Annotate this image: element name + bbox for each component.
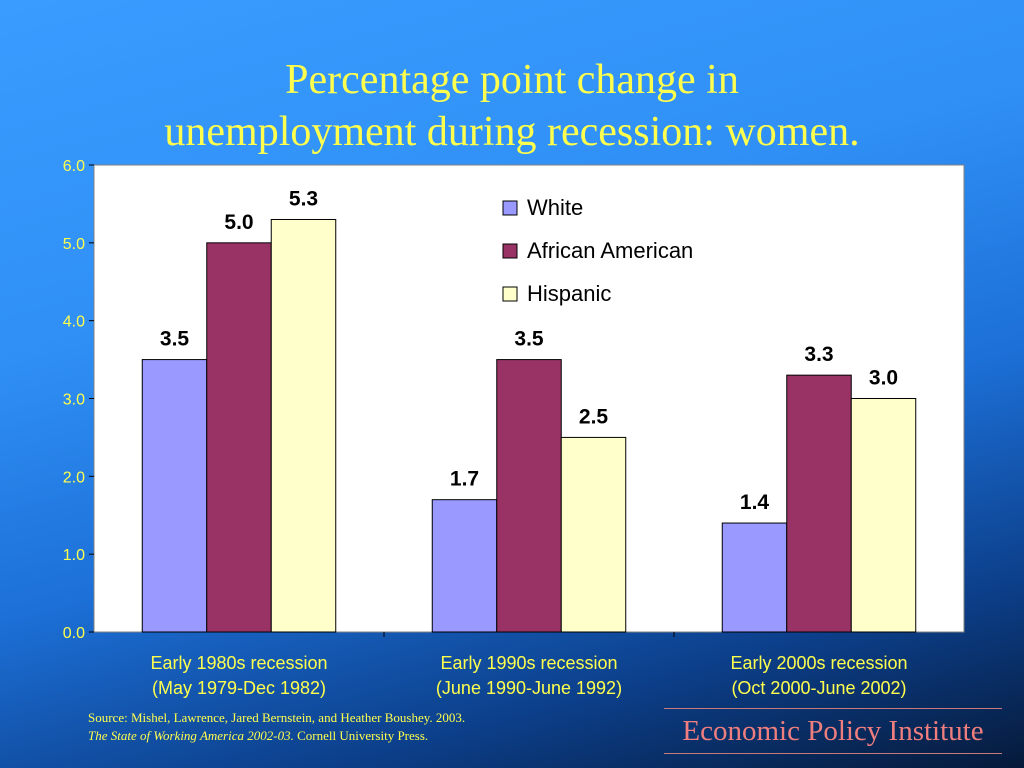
data-label: 5.0 <box>224 211 253 234</box>
slide-title-line-2: unemployment during recession: women. <box>164 109 860 155</box>
epi-logo: Economic Policy Institute <box>664 708 1002 754</box>
legend-swatch <box>502 200 518 216</box>
bar <box>141 359 208 633</box>
data-label: 5.3 <box>289 187 318 210</box>
data-label: 1.7 <box>450 468 479 491</box>
y-tick-label: 6.0 <box>63 158 85 175</box>
x-tick-label: Early 1980s recession <box>150 653 327 673</box>
y-tick-label: 4.0 <box>63 314 85 331</box>
legend-label: African American <box>527 238 693 263</box>
legend-label: White <box>527 195 583 220</box>
y-tick-label: 3.0 <box>63 392 85 409</box>
x-tick-label: (Oct 2000-June 2002) <box>731 678 906 698</box>
source-publisher: Cornell University Press. <box>293 728 429 743</box>
bar <box>721 522 788 633</box>
legend-swatch <box>502 286 518 302</box>
bar <box>560 436 627 633</box>
data-label: 3.3 <box>804 343 833 366</box>
x-tick-label: (June 1990-June 1992) <box>436 678 622 698</box>
y-tick-label: 0.0 <box>63 625 85 642</box>
data-label: 3.0 <box>869 367 898 390</box>
data-label: 2.5 <box>579 405 609 428</box>
x-tick-label: Early 1990s recession <box>440 653 617 673</box>
x-tick-label: (May 1979-Dec 1982) <box>152 678 326 698</box>
bar <box>431 499 498 633</box>
x-tick-label: Early 2000s recession <box>730 653 907 673</box>
data-label: 3.5 <box>514 328 544 351</box>
source-citation: Source: Mishel, Lawrence, Jared Bernstei… <box>88 709 465 745</box>
y-tick-label: 1.0 <box>63 547 85 564</box>
slide-title-line-1: Percentage point change in <box>285 57 739 103</box>
slide-title: Percentage point change in unemployment … <box>0 54 1024 158</box>
y-tick-label: 5.0 <box>63 236 85 253</box>
bar <box>270 218 337 633</box>
legend-swatch <box>502 243 518 259</box>
bar <box>786 374 852 633</box>
legend-label: Hispanic <box>527 281 611 306</box>
data-label: 1.4 <box>740 491 770 514</box>
bar <box>496 359 562 633</box>
source-line-2: The State of Working America 2002-03. Co… <box>88 727 465 745</box>
source-book-title: The State of Working America 2002-03. <box>88 728 294 743</box>
y-tick-label: 2.0 <box>63 469 85 486</box>
bar <box>206 242 272 633</box>
data-label: 3.5 <box>160 328 190 351</box>
source-line-1: Source: Mishel, Lawrence, Jared Bernstei… <box>88 710 466 725</box>
bar <box>850 398 917 633</box>
